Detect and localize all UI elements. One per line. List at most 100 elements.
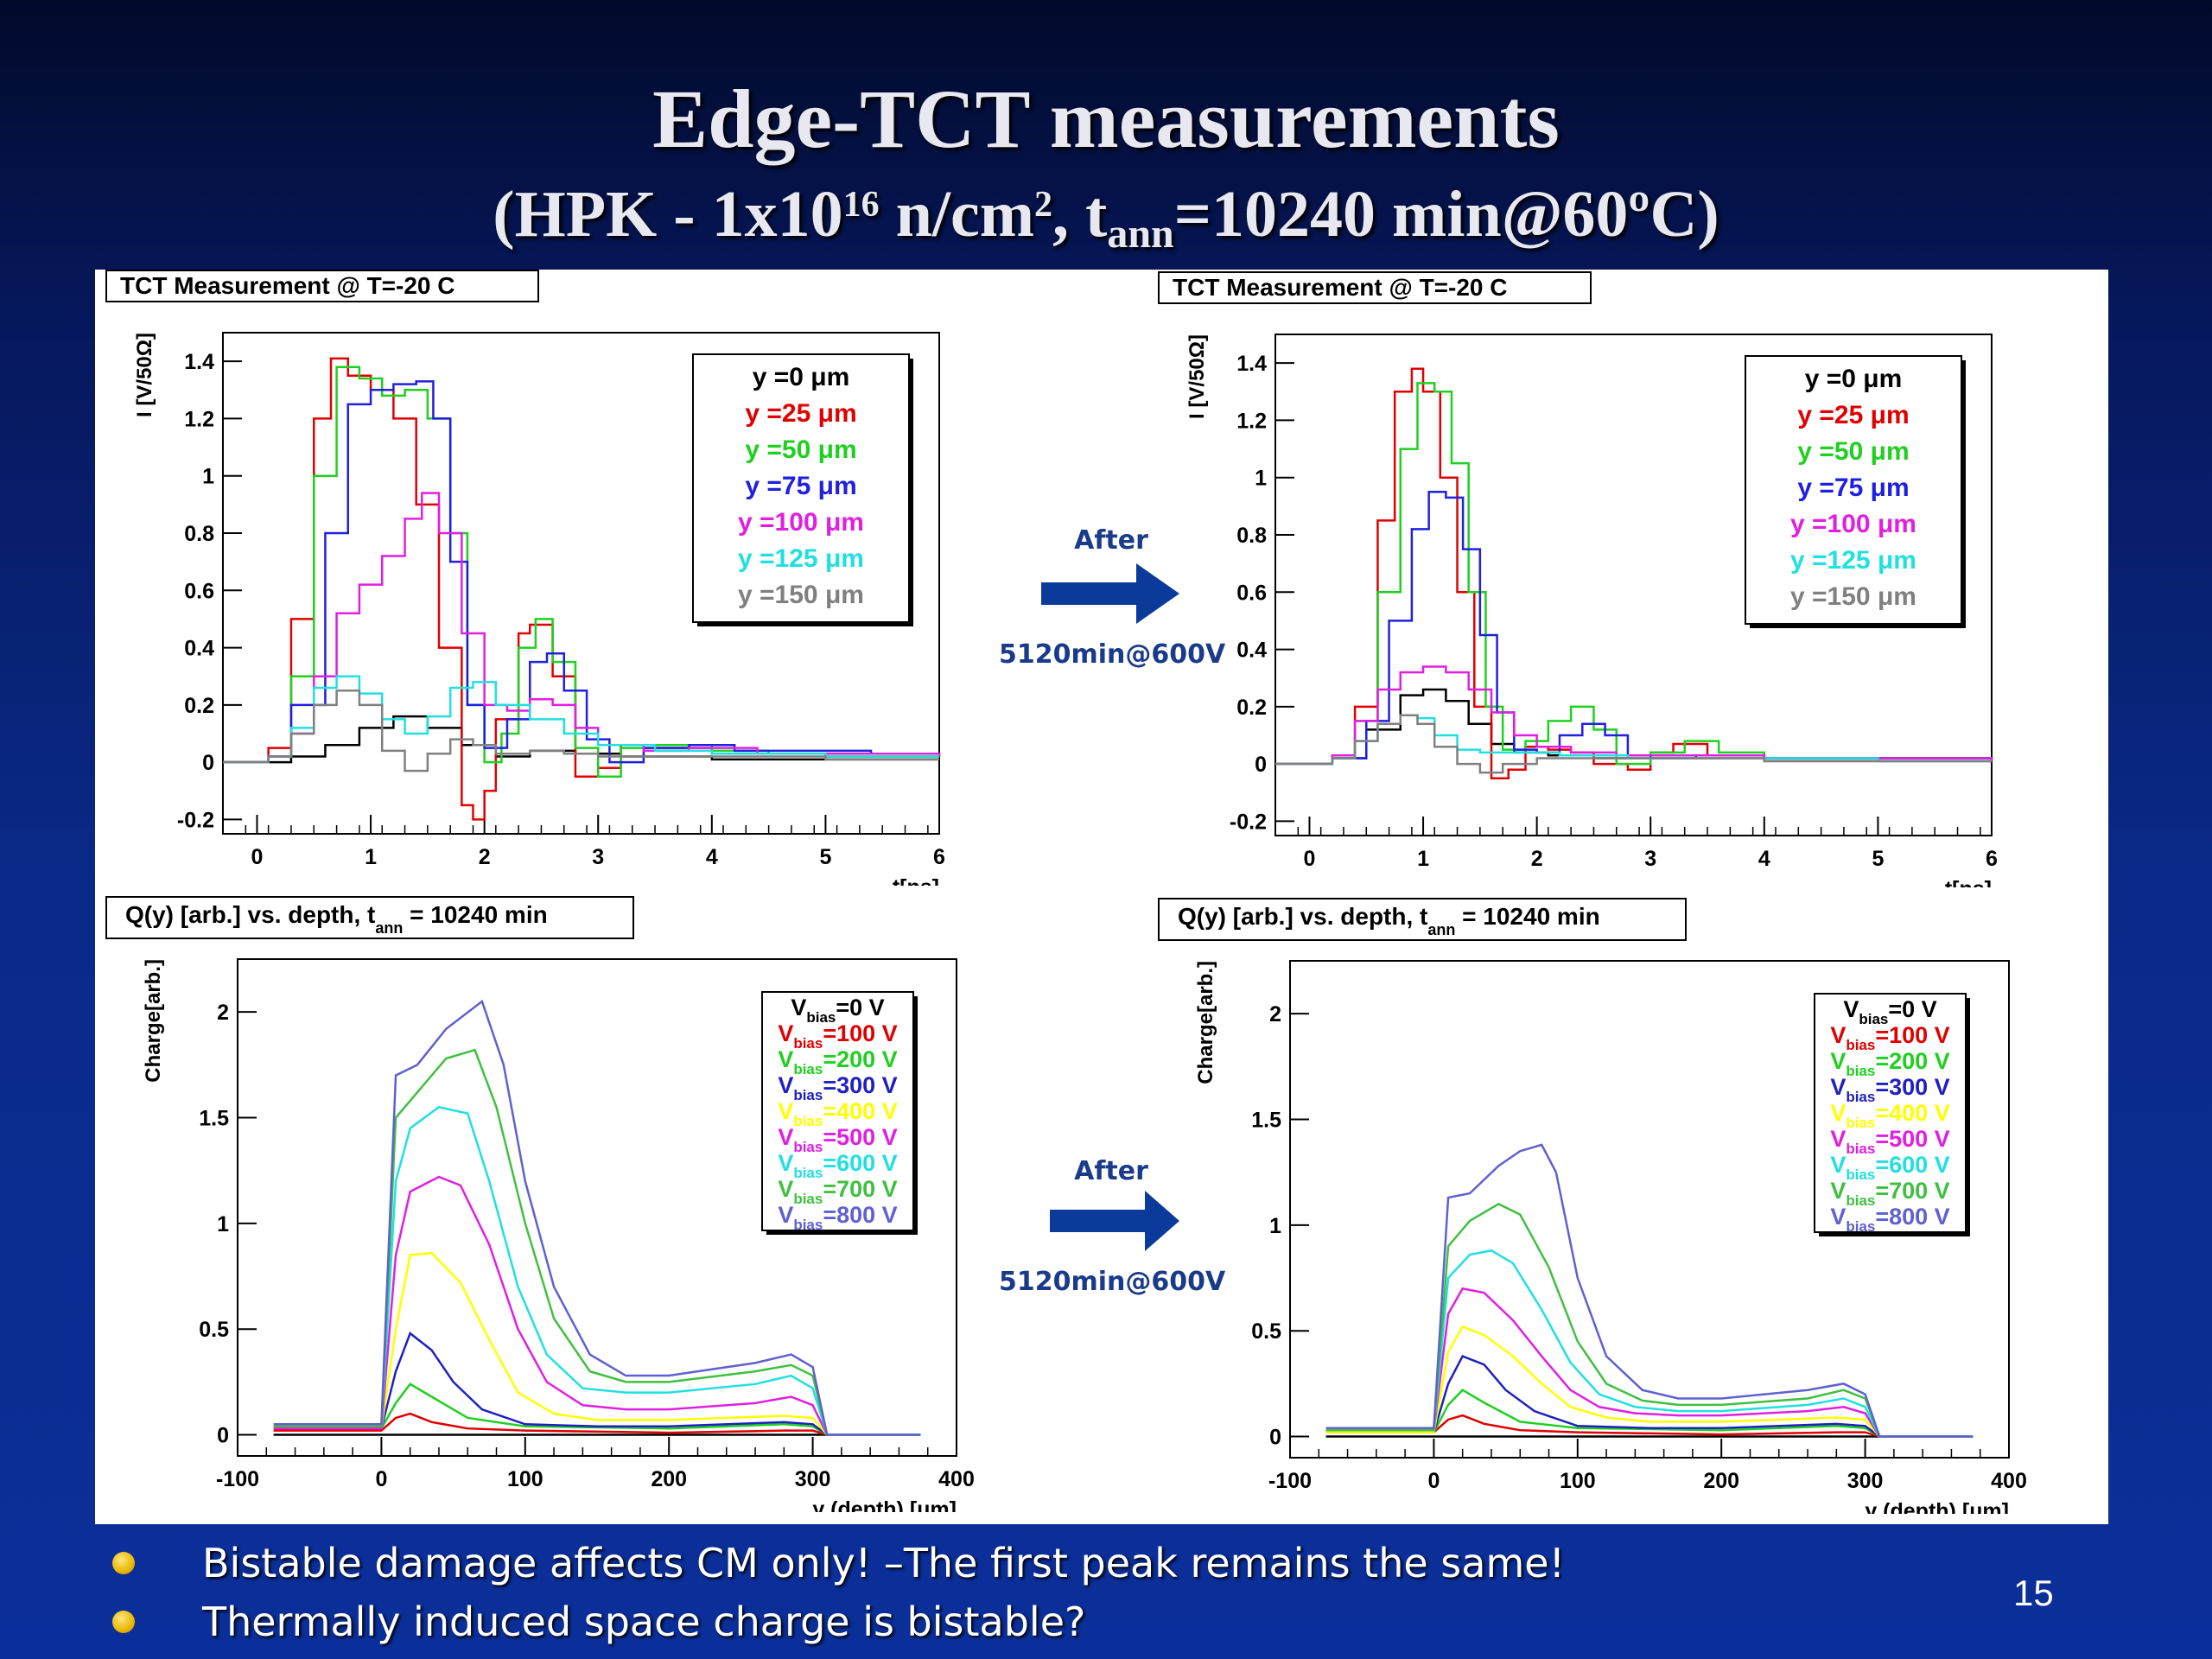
y-axis-label: I [V/50Ω] bbox=[133, 333, 156, 417]
legend-entry-sub: bias bbox=[1846, 1218, 1875, 1235]
chart-title-main: TCT Measurement @ T=-20 C bbox=[1173, 274, 1508, 301]
series-line bbox=[223, 715, 939, 764]
legend-entry: Vbias=700 V bbox=[1830, 1178, 1949, 1209]
legend-entry-tail: =500 V bbox=[823, 1124, 897, 1150]
legend-frame bbox=[1814, 993, 1967, 1233]
x-tick-label: 3 bbox=[1644, 847, 1656, 871]
legend-entry: y =125 μm bbox=[738, 544, 864, 573]
x-tick-label: 0 bbox=[375, 1467, 387, 1491]
page-number: 15 bbox=[2013, 1573, 2054, 1613]
arrow-right-icon bbox=[1050, 1191, 1179, 1251]
legend-entry-tail: =300 V bbox=[823, 1072, 897, 1098]
legend-entry: Vbias=200 V bbox=[1830, 1048, 1949, 1079]
legend-entry: y =50 μm bbox=[1797, 437, 1909, 466]
x-tick-label: -100 bbox=[1268, 1469, 1312, 1493]
series-line bbox=[1275, 688, 1992, 766]
legend-entry-sub: bias bbox=[1846, 1166, 1875, 1183]
legend-entry: y =100 μm bbox=[738, 508, 864, 537]
legend-entry: Vbias=300 V bbox=[1830, 1074, 1949, 1105]
y-tick-label: 1 bbox=[1269, 1214, 1281, 1238]
x-axis-label: y (depth) [μm] bbox=[1865, 1499, 2009, 1514]
legend-entry-tail: =0 V bbox=[1888, 996, 1936, 1022]
y-tick-label: 1 bbox=[217, 1212, 229, 1236]
arrow-label-condition-top: 5120min@600V bbox=[999, 639, 1226, 670]
legend-entry: y =25 μm bbox=[745, 399, 856, 428]
legend-entry-v: V bbox=[1830, 1100, 1846, 1126]
legend-entry-v: V bbox=[1830, 1022, 1846, 1048]
chart-title: Q(y) [arb.] vs. depth, tann = 10240 min bbox=[1178, 903, 1600, 938]
y-tick-label: 0.5 bbox=[199, 1318, 229, 1342]
legend-frame bbox=[1745, 355, 1962, 625]
subtitle-part-c: , t bbox=[1052, 178, 1108, 251]
x-tick-label: 2 bbox=[479, 845, 491, 869]
legend-entry: y =75 μm bbox=[745, 472, 856, 500]
legend-entry-v: V bbox=[778, 1202, 793, 1228]
legend-entry-v: V bbox=[778, 1176, 793, 1202]
series-line bbox=[1325, 1414, 1974, 1438]
chart-legend: y =0 μm y =25 μm y =50 μm y =75 μm y =100 μm… bbox=[692, 353, 913, 626]
chart-title-main: Q(y) [arb.] vs. depth, t bbox=[1178, 903, 1427, 930]
x-tick-label: 3 bbox=[592, 845, 604, 869]
y-tick-label: 0.4 bbox=[1236, 639, 1267, 663]
legend-entry-tail: =400 V bbox=[1875, 1100, 1949, 1126]
x-tick-label: 6 bbox=[1986, 847, 1998, 871]
bullet-text: Thermally induced space charge is bistab… bbox=[202, 1599, 1086, 1645]
plot-frame bbox=[237, 958, 957, 1457]
series-line bbox=[1325, 1287, 1974, 1438]
legend-entry: Vbias=500 V bbox=[778, 1124, 897, 1155]
legend-entry-tail: =200 V bbox=[1875, 1048, 1949, 1074]
series-line bbox=[1325, 1249, 1974, 1438]
x-tick-label: 1 bbox=[1417, 847, 1429, 871]
legend-entry-tail: =600 V bbox=[1875, 1152, 1949, 1178]
x-tick-label: 0 bbox=[1304, 847, 1316, 871]
chart-title-main: Q(y) [arb.] vs. depth, t bbox=[125, 901, 375, 928]
legend-entry-sub: bias bbox=[1846, 1089, 1875, 1105]
legend-entry: Vbias=800 V bbox=[778, 1202, 897, 1233]
series-line bbox=[223, 492, 941, 764]
series-line bbox=[223, 690, 939, 772]
chart-title-box: Q(y) [arb.] vs. depth, tann = 10240 min bbox=[1158, 898, 1687, 941]
slide-title: Edge-TCT measurements bbox=[652, 73, 1560, 165]
x-axis-label: t[ns] bbox=[893, 875, 939, 886]
chart-title-sub: ann bbox=[375, 919, 403, 937]
plot-frame bbox=[1289, 960, 2010, 1459]
legend-entry-v: V bbox=[1830, 1126, 1846, 1152]
legend-entry-sub: bias bbox=[793, 1087, 823, 1103]
y-tick-label: 1.2 bbox=[184, 407, 214, 431]
x-tick-label: 100 bbox=[1560, 1469, 1596, 1493]
legend-entry-tail: =600 V bbox=[823, 1150, 897, 1176]
x-tick-label: 300 bbox=[1847, 1469, 1884, 1493]
legend-entry-tail: =700 V bbox=[823, 1176, 897, 1202]
y-tick-label: 1.5 bbox=[199, 1107, 229, 1131]
x-tick-label: 5 bbox=[819, 845, 831, 869]
legend-entry: y =50 μm bbox=[745, 435, 856, 464]
x-tick-label: 200 bbox=[1703, 1469, 1739, 1493]
legend-entry: Vbias=100 V bbox=[778, 1020, 897, 1052]
y-tick-label: -0.2 bbox=[1230, 810, 1267, 834]
chart-title-frame bbox=[105, 270, 539, 302]
legend-frame bbox=[761, 991, 914, 1231]
y-tick-label: 0.2 bbox=[1236, 696, 1267, 720]
legend-entry: y =100 μm bbox=[1790, 510, 1916, 538]
bullet-list: Bistable damage affects CM only! –The fi… bbox=[112, 1534, 1565, 1651]
y-tick-label: 1.5 bbox=[1251, 1109, 1281, 1133]
series-line bbox=[1325, 1143, 1974, 1438]
series-line bbox=[1325, 1325, 1974, 1438]
legend-entry-sub: bias bbox=[806, 1009, 836, 1026]
legend-entry: Vbias=600 V bbox=[778, 1150, 897, 1181]
legend-entry-v: V bbox=[1843, 996, 1859, 1022]
legend-entry: y =125 μm bbox=[1790, 546, 1916, 575]
legend-entry: y =0 μm bbox=[1805, 365, 1903, 393]
legend-entry: Vbias=300 V bbox=[778, 1072, 897, 1103]
legend-entry-v: V bbox=[778, 1046, 793, 1072]
legend-entry-sub: bias bbox=[1859, 1011, 1888, 1027]
legend-entry-tail: =300 V bbox=[1875, 1074, 1949, 1100]
subtitle-part-d: =10240 min@60ºC) bbox=[1173, 178, 1719, 251]
chart-title-tail: = 10240 min bbox=[403, 901, 547, 928]
y-tick-label: 1.2 bbox=[1236, 409, 1267, 433]
y-tick-label: 0 bbox=[1269, 1426, 1281, 1450]
y-axis-label: I [V/50Ω] bbox=[1185, 334, 1209, 419]
legend-entry: Vbias=400 V bbox=[778, 1098, 897, 1129]
legend-entry-sub: bias bbox=[1846, 1192, 1875, 1209]
